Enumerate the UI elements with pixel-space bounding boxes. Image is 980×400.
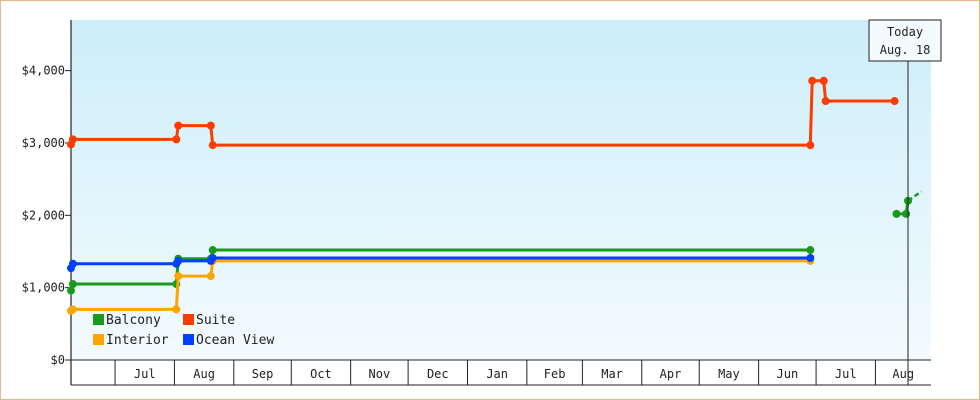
x-tick-label: Nov [369, 367, 391, 381]
y-tick-label: $2,000 [22, 208, 65, 222]
data-point [890, 97, 899, 106]
legend-swatch-interior [93, 334, 104, 345]
data-point [808, 76, 817, 85]
x-tick-label: Jul [835, 367, 857, 381]
legend-swatch-suite [183, 314, 194, 325]
today-label: Today [887, 25, 923, 39]
x-tick-label: Mar [601, 367, 623, 381]
data-point [68, 280, 77, 289]
today-date: Aug. 18 [880, 43, 931, 57]
today-box [868, 19, 942, 62]
x-tick-label: Feb [544, 367, 566, 381]
series-layer [67, 76, 923, 315]
data-point [172, 135, 181, 144]
legend-label: Balcony [106, 313, 161, 328]
legend: Balcony Suite Interior Ocean View [93, 313, 274, 348]
x-tick-label: Sep [252, 367, 274, 381]
legend-swatch-ocean-view [183, 334, 194, 345]
data-point [208, 246, 217, 255]
data-point [208, 141, 217, 150]
data-point [208, 254, 217, 262]
data-point [174, 272, 183, 281]
x-tick-label: Oct [310, 367, 332, 381]
data-point [806, 246, 815, 255]
x-axis: Jul Aug Sep Oct Nov Dec Jan Feb Mar Apr May Jun Jul A… [71, 359, 931, 386]
y-tick-label: $1,000 [22, 281, 65, 295]
data-point [68, 135, 77, 144]
x-tick-label: Jun [777, 367, 799, 381]
data-point [172, 305, 181, 314]
legend-label: Suite [196, 313, 235, 328]
data-point [821, 97, 830, 106]
x-tick-label: Jul [134, 367, 156, 381]
data-point [806, 254, 815, 262]
data-point [174, 256, 183, 265]
y-axis: $0 $1,000 $2,000 $3,000 $4,000 [22, 20, 72, 385]
data-point [819, 76, 828, 85]
y-tick-label: $0 [51, 353, 65, 367]
today-marker: Today Aug. 18 [868, 19, 942, 385]
y-tick-label: $3,000 [22, 136, 65, 150]
data-point [68, 305, 77, 314]
data-point [902, 209, 911, 218]
data-point [206, 121, 215, 130]
data-point [892, 209, 901, 218]
y-tick-label: $4,000 [22, 64, 65, 78]
data-point [806, 141, 815, 150]
plot-background [71, 20, 931, 360]
data-point [174, 121, 183, 130]
legend-label: Interior [106, 333, 169, 348]
x-tick-label: Jan [486, 367, 508, 381]
x-tick-label: Aug [193, 367, 215, 381]
data-point [206, 272, 215, 281]
data-point [67, 286, 75, 295]
x-tick-label: Apr [660, 367, 682, 381]
x-tick-label: May [718, 367, 740, 381]
data-point [68, 259, 77, 268]
legend-swatch-balcony [93, 314, 104, 325]
legend-label: Ocean View [196, 333, 274, 348]
x-tick-label: Dec [427, 367, 449, 381]
x-tick-label: Aug [892, 367, 914, 381]
